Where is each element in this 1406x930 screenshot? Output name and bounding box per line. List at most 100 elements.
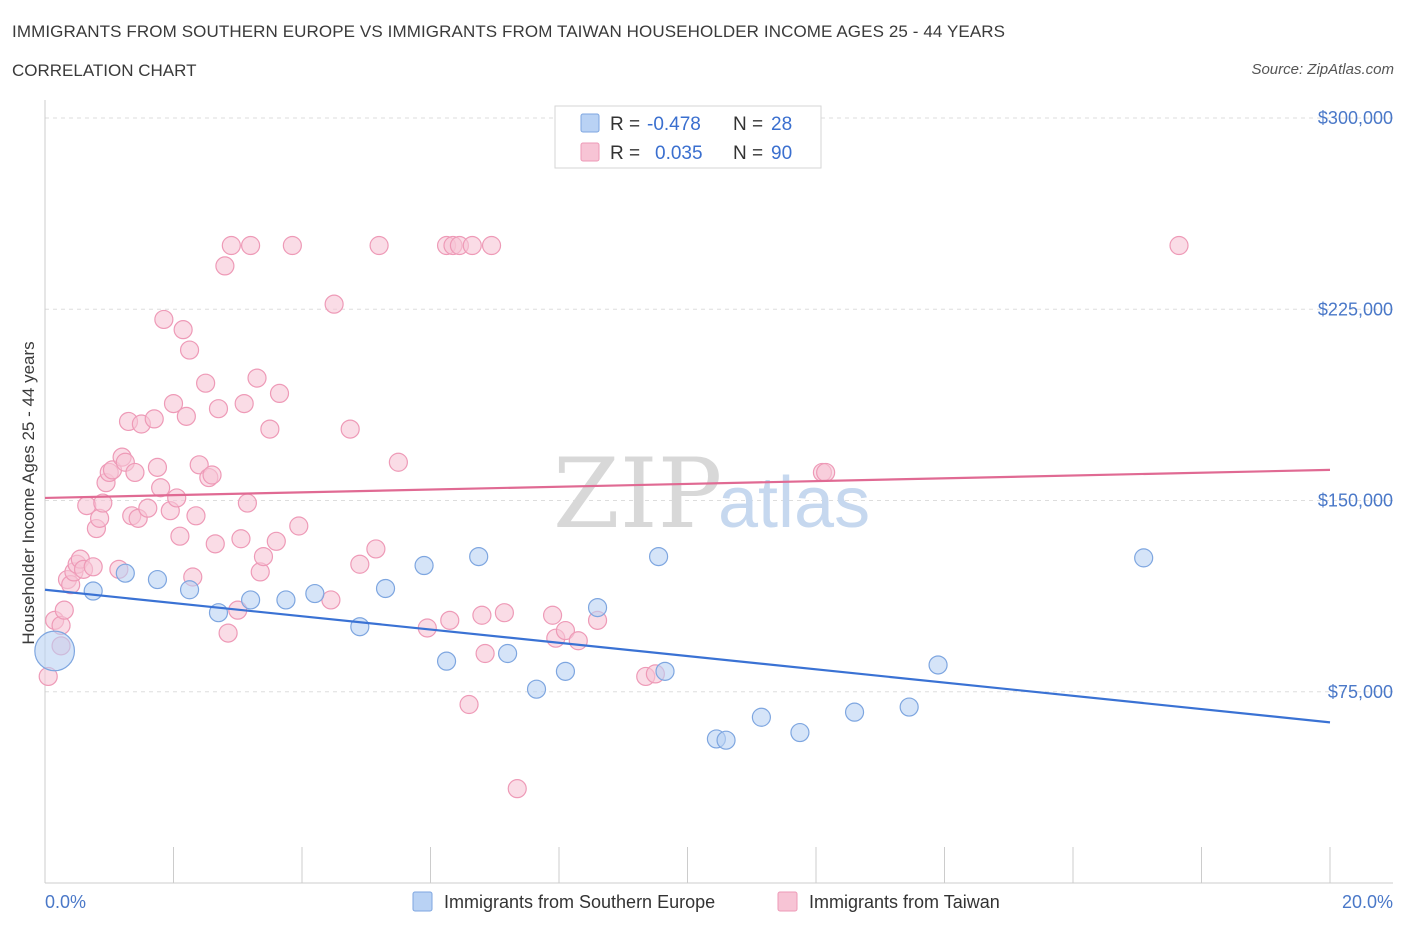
point-taiwan bbox=[462, 235, 482, 256]
point-taiwan bbox=[350, 554, 370, 574]
point-taiwan bbox=[324, 294, 344, 314]
point-taiwan bbox=[481, 235, 502, 256]
point-southern-europe bbox=[716, 730, 736, 750]
point-taiwan bbox=[247, 368, 267, 388]
correlation-legend: R = -0.478 N = 28 R = 0.035 N = 90 bbox=[554, 105, 822, 169]
point-taiwan bbox=[170, 526, 190, 546]
point-southern-europe bbox=[115, 563, 135, 583]
point-southern-europe bbox=[1134, 548, 1154, 568]
point-taiwan bbox=[816, 462, 836, 483]
point-taiwan bbox=[555, 620, 576, 641]
y-tick-label: $150,000 bbox=[1318, 491, 1393, 511]
point-southern-europe bbox=[751, 707, 771, 727]
point-taiwan bbox=[125, 462, 145, 483]
point-taiwan bbox=[196, 373, 216, 393]
point-taiwan bbox=[237, 493, 257, 513]
point-southern-europe bbox=[655, 661, 675, 681]
point-southern-europe bbox=[844, 702, 865, 722]
point-taiwan bbox=[144, 409, 164, 429]
point-southern-europe bbox=[34, 630, 76, 672]
point-southern-europe bbox=[241, 590, 261, 610]
watermark-zip: ZIP bbox=[553, 438, 722, 550]
source-credit: Source: ZipAtlas.com bbox=[1251, 61, 1394, 78]
point-taiwan bbox=[231, 529, 251, 549]
trend-lines bbox=[44, 468, 1331, 724]
point-taiwan bbox=[218, 623, 238, 643]
point-southern-europe bbox=[276, 590, 296, 610]
point-taiwan bbox=[253, 546, 274, 567]
point-taiwan bbox=[154, 309, 174, 330]
legend-n-label-2: N = bbox=[733, 143, 763, 164]
legend-n-label-1: N = bbox=[733, 114, 763, 135]
point-taiwan bbox=[202, 465, 222, 485]
point-taiwan bbox=[176, 406, 196, 426]
point-taiwan bbox=[147, 457, 168, 477]
point-taiwan bbox=[321, 590, 341, 610]
point-southern-europe bbox=[555, 661, 576, 681]
trend-line-southern-europe bbox=[44, 588, 1331, 724]
y-tick-label: $75,000 bbox=[1328, 682, 1393, 702]
point-southern-europe bbox=[899, 697, 919, 717]
y-tick-label: $300,000 bbox=[1318, 108, 1393, 128]
legend-n-value-1: 28 bbox=[771, 114, 792, 135]
chart-title: IMMIGRANTS FROM SOUTHERN EUROPE VS IMMIG… bbox=[12, 22, 1006, 41]
point-taiwan bbox=[215, 256, 235, 276]
point-taiwan bbox=[475, 643, 495, 664]
legend-r-label-2: R = bbox=[610, 143, 640, 164]
point-taiwan bbox=[189, 455, 209, 475]
point-taiwan bbox=[366, 539, 386, 559]
axes bbox=[44, 100, 1393, 884]
watermark: ZIP atlas bbox=[553, 438, 870, 550]
series-swatch-taiwan bbox=[777, 891, 798, 912]
point-taiwan bbox=[1169, 235, 1189, 256]
chart-subtitle: CORRELATION CHART bbox=[12, 61, 197, 80]
point-taiwan bbox=[205, 534, 225, 554]
point-taiwan bbox=[282, 235, 302, 256]
legend-r-value-1: -0.478 bbox=[647, 114, 701, 135]
data-points bbox=[34, 235, 1189, 799]
point-taiwan bbox=[179, 340, 200, 360]
point-taiwan bbox=[54, 600, 74, 620]
point-taiwan bbox=[388, 452, 408, 472]
y-tick-label: $225,000 bbox=[1318, 299, 1393, 319]
point-taiwan bbox=[151, 478, 171, 498]
point-taiwan bbox=[568, 631, 588, 651]
point-taiwan bbox=[340, 419, 360, 439]
point-southern-europe bbox=[436, 651, 457, 671]
point-taiwan bbox=[163, 394, 184, 414]
point-southern-europe bbox=[587, 597, 608, 618]
legend-swatch-blue bbox=[580, 113, 600, 133]
series-label-southern-europe: Immigrants from Southern Europe bbox=[444, 892, 715, 912]
legend-swatch-pink bbox=[580, 142, 600, 162]
point-southern-europe bbox=[414, 555, 434, 576]
series-label-taiwan: Immigrants from Taiwan bbox=[809, 892, 1000, 912]
legend-n-value-2: 90 bbox=[771, 143, 792, 164]
point-taiwan bbox=[83, 557, 103, 577]
x-tick-label: 0.0% bbox=[45, 892, 86, 912]
point-taiwan bbox=[472, 605, 492, 625]
point-southern-europe bbox=[350, 617, 370, 637]
point-taiwan bbox=[221, 235, 241, 256]
point-southern-europe bbox=[375, 578, 396, 599]
point-southern-europe bbox=[648, 546, 669, 567]
point-taiwan bbox=[208, 399, 229, 419]
series-legend: Immigrants from Southern Europe Immigran… bbox=[412, 891, 1000, 912]
point-taiwan bbox=[440, 610, 460, 630]
point-southern-europe bbox=[790, 722, 810, 743]
point-taiwan bbox=[241, 235, 261, 256]
point-taiwan bbox=[173, 320, 193, 340]
point-taiwan bbox=[167, 488, 187, 508]
point-taiwan bbox=[494, 603, 514, 623]
point-southern-europe bbox=[179, 580, 200, 600]
x-tick-label: 20.0% bbox=[1342, 892, 1393, 912]
point-taiwan bbox=[542, 605, 563, 625]
point-southern-europe bbox=[147, 569, 168, 590]
watermark-atlas: atlas bbox=[718, 463, 870, 543]
point-southern-europe bbox=[498, 643, 518, 664]
point-southern-europe bbox=[928, 655, 948, 675]
legend-r-label-1: R = bbox=[610, 114, 640, 135]
point-taiwan bbox=[289, 516, 309, 536]
point-southern-europe bbox=[469, 546, 489, 567]
point-taiwan bbox=[269, 383, 290, 403]
